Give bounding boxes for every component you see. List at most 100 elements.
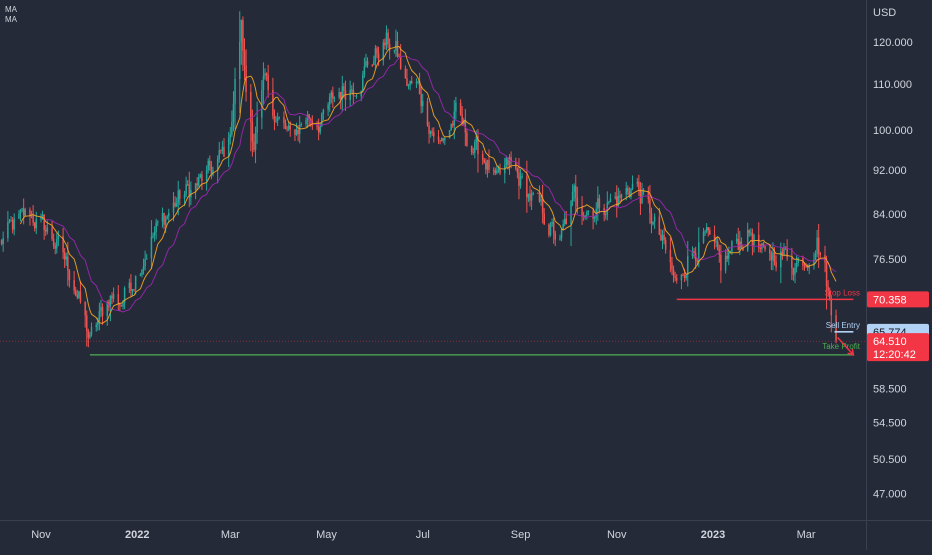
candle-body xyxy=(808,265,810,268)
candle xyxy=(24,207,26,217)
candle-body xyxy=(174,202,176,207)
candle-body xyxy=(106,301,109,316)
candle xyxy=(693,247,695,259)
candle-body xyxy=(332,92,334,99)
candle xyxy=(451,120,454,128)
candle-body xyxy=(669,249,672,263)
candle-body xyxy=(515,161,517,169)
candle-body xyxy=(759,247,762,249)
candle-body xyxy=(351,89,353,91)
candle-body xyxy=(835,315,837,342)
candle xyxy=(775,255,777,272)
candle xyxy=(283,111,285,129)
candle xyxy=(141,268,143,278)
candle xyxy=(573,183,575,202)
candle-body xyxy=(7,222,9,239)
candle xyxy=(398,53,400,57)
candle-body xyxy=(232,103,235,123)
candle-body xyxy=(393,50,396,52)
candle xyxy=(52,233,55,249)
candle xyxy=(79,281,82,304)
candle xyxy=(153,226,156,242)
candle-body xyxy=(205,170,208,181)
indicator-label-1[interactable]: MA xyxy=(5,5,17,14)
candle xyxy=(705,223,708,234)
candle xyxy=(112,287,115,303)
candle-body xyxy=(505,157,508,166)
candle xyxy=(797,257,799,267)
candle xyxy=(376,46,378,59)
candle-body xyxy=(650,213,653,225)
candle-body xyxy=(349,89,351,100)
candle-body xyxy=(477,136,479,155)
candle-body xyxy=(365,61,367,67)
candle xyxy=(227,131,230,168)
candle xyxy=(168,208,170,223)
candle-body xyxy=(470,145,473,153)
candle-body xyxy=(210,165,213,175)
y-tick-label: 110.000 xyxy=(873,79,912,91)
candle-body xyxy=(396,40,399,57)
candle-body xyxy=(541,199,544,214)
candle-body xyxy=(207,160,209,171)
candle xyxy=(234,67,236,130)
candle xyxy=(62,227,64,260)
candle-body xyxy=(595,208,598,217)
candle xyxy=(698,227,700,268)
candle-body xyxy=(563,218,566,225)
candle-body xyxy=(18,213,20,219)
candle xyxy=(305,117,307,127)
candle xyxy=(363,57,366,78)
candle xyxy=(267,64,269,98)
candle xyxy=(198,173,200,188)
candle xyxy=(56,233,58,254)
candle-body xyxy=(554,233,556,240)
candle xyxy=(150,220,153,269)
candle xyxy=(256,101,258,144)
candle-body xyxy=(587,210,590,213)
candle-body xyxy=(619,195,621,198)
candle-body xyxy=(153,231,156,236)
candle-body xyxy=(674,276,676,278)
candle xyxy=(253,133,255,153)
candle-body xyxy=(398,56,400,57)
candle xyxy=(418,72,421,95)
candle-body xyxy=(343,86,345,91)
candle-body xyxy=(625,188,627,195)
candle xyxy=(680,273,683,290)
candle-body xyxy=(190,190,192,198)
candle xyxy=(652,221,654,226)
candle-body xyxy=(713,234,716,243)
candle-body xyxy=(461,114,463,125)
candle xyxy=(385,25,388,51)
candle-body xyxy=(806,266,809,268)
candle xyxy=(396,31,399,58)
candle xyxy=(439,139,441,145)
candle-body xyxy=(166,216,168,219)
candle xyxy=(205,165,208,191)
candle-body xyxy=(150,236,153,259)
candle-body xyxy=(95,324,97,328)
candle xyxy=(627,185,629,196)
candle-body xyxy=(89,334,91,338)
candle xyxy=(751,228,754,256)
candle xyxy=(420,85,422,114)
indicator-label-2[interactable]: MA xyxy=(5,15,17,24)
candle xyxy=(483,157,486,164)
candle-body xyxy=(642,191,645,193)
candle xyxy=(753,233,755,253)
candle xyxy=(604,211,607,220)
candle xyxy=(455,96,457,120)
candle-body xyxy=(433,132,435,137)
candle-body xyxy=(168,212,170,217)
last-price-countdown: 12:20:42 xyxy=(873,349,916,361)
candle-body xyxy=(360,90,362,97)
candle-body xyxy=(265,73,268,76)
candle-body xyxy=(62,236,64,253)
candle xyxy=(355,93,358,99)
indicator-legend: MA MA xyxy=(5,5,17,25)
candle-body xyxy=(521,176,523,177)
candle xyxy=(671,256,673,275)
candle xyxy=(660,229,662,241)
